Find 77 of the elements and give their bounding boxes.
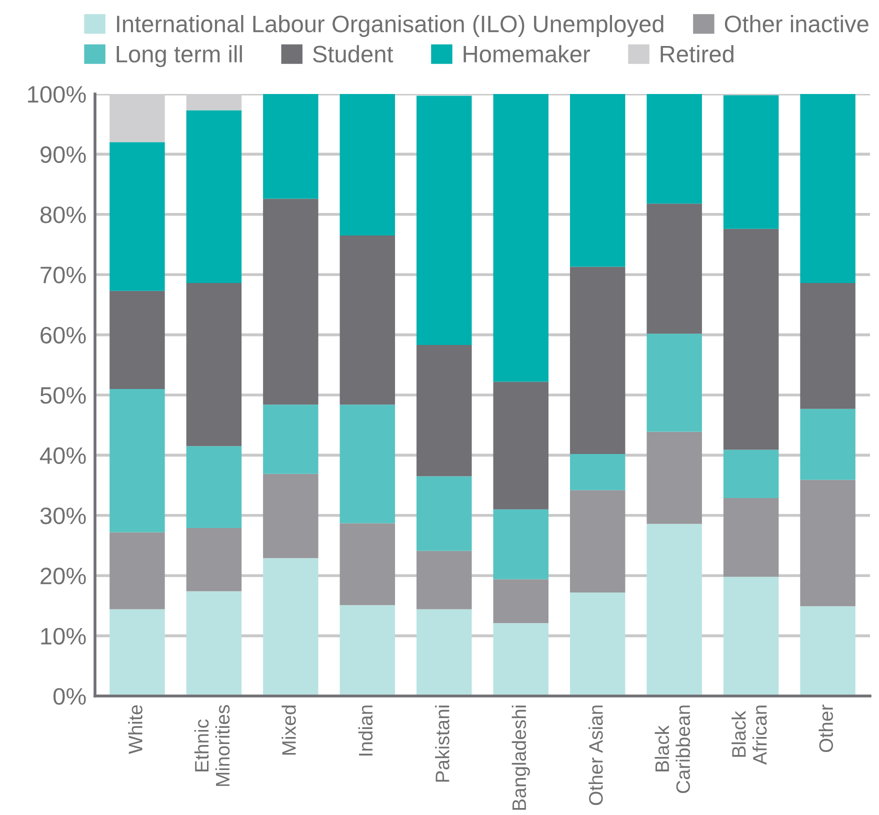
x-tick-label: Pakistani [435,706,450,782]
x-tick-label: Black Caribbean [654,706,690,794]
bar [110,290,165,389]
bar [263,474,318,558]
bar [340,235,396,405]
x-tick-label: Other [818,704,834,752]
legend-label: Homemaker [464,45,590,62]
bar [800,408,856,480]
y-tick-label: 0% [53,688,86,705]
bar [186,528,242,592]
y-tick-label: 50% [40,387,86,404]
bar [263,558,318,696]
bar [570,454,626,490]
bar [493,579,548,624]
bar [493,94,548,382]
bar [110,532,165,610]
bar [800,94,856,284]
bar [416,345,472,476]
bar [340,404,396,524]
x-tick-label: White [128,705,142,754]
bar [110,142,165,291]
bar [646,334,702,432]
bar [723,228,779,450]
bar [570,266,626,454]
y-tick-label: 90% [40,146,86,163]
bar [263,198,318,405]
x-tick-label: Other Asian [588,706,603,806]
bar [416,96,472,346]
bar [646,432,702,524]
bar [723,95,779,229]
y-tick-label: 10% [41,628,86,645]
bar [570,592,626,696]
bar [110,388,165,532]
x-tick-label: Mixed [282,706,296,755]
bar [186,591,242,696]
x-tick-label: Ethnic Minorities [194,705,230,786]
bar [723,450,779,498]
bar [493,382,548,510]
bar [800,480,856,606]
bar [416,550,472,610]
x-tick-label: Bangladeshi [512,706,530,810]
bar [186,110,242,284]
legend-label: Student [313,45,394,62]
bar [646,204,702,334]
bar [646,94,702,204]
bar [493,623,548,696]
legend-label: Retired [660,45,734,62]
bar [340,605,396,696]
bar [416,476,472,551]
y-tick-label: 80% [40,206,86,224]
legend-label: International Labour Organisation (ILO) Unemployed [117,15,664,38]
bar [110,609,165,696]
y-tick-label: 70% [40,266,86,284]
bar [340,94,396,236]
bar [186,446,242,528]
bar [416,609,472,696]
bar [800,283,856,409]
x-tick-label: Indian [358,706,373,756]
bar [186,283,242,446]
y-tick-label: 30% [40,507,86,524]
bar [263,94,318,199]
bar [800,606,856,696]
bar [263,404,318,474]
bar [723,576,779,696]
y-tick-label: 100% [28,86,86,103]
bar [723,498,779,577]
x-tick-label: Black African [732,706,767,765]
bar [340,523,396,606]
legend-label: Other inactive [724,15,868,32]
y-tick-label: 40% [40,447,86,464]
y-tick-label: 20% [40,568,86,584]
bar [570,490,626,592]
y-tick-label: 60% [40,326,86,344]
bar [646,524,702,696]
bar [493,509,548,580]
legend-label: Long term ill [116,45,242,68]
bar [570,94,626,267]
